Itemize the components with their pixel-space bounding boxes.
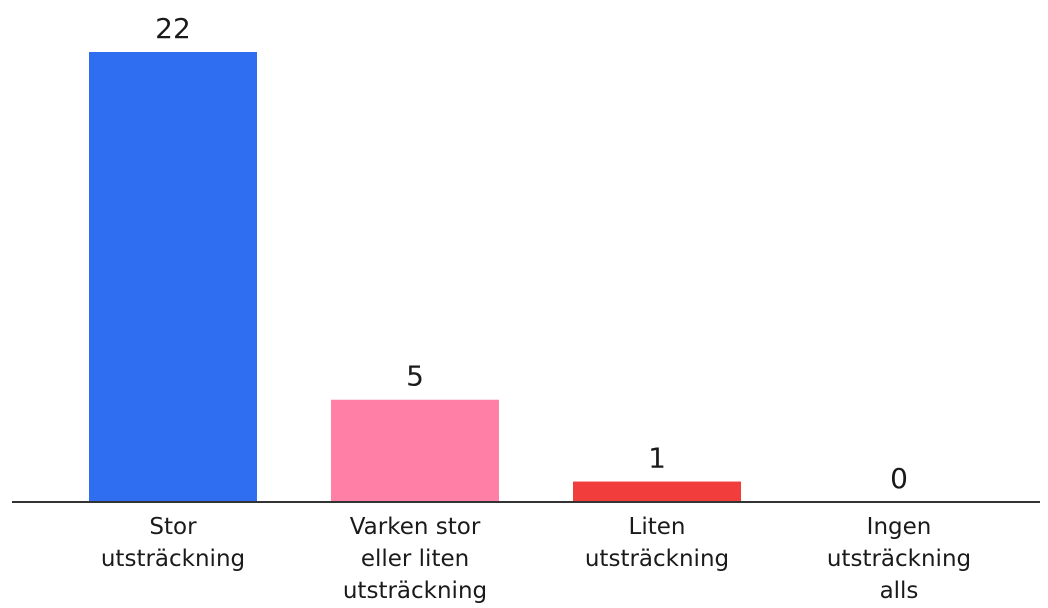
category-label-2-line-3: utsträckning: [343, 578, 487, 604]
data-label-3: 1: [648, 442, 666, 475]
category-label-1-line-2: utsträckning: [101, 546, 245, 572]
category-label-3-line-1: Liten: [629, 514, 686, 540]
category-label-4-line-2: utsträckning: [827, 546, 971, 572]
bar-1: [89, 52, 257, 502]
category-label-4-line-3: alls: [880, 578, 919, 604]
bar-3: [573, 481, 741, 502]
category-label-2-line-1: Varken stor: [350, 514, 481, 540]
data-label-1: 22: [155, 12, 191, 45]
data-label-4: 0: [890, 462, 908, 495]
category-label-4-line-1: Ingen: [867, 514, 932, 540]
bar-2: [331, 399, 499, 502]
category-label-1-line-1: Stor: [149, 514, 197, 540]
data-label-2: 5: [406, 360, 424, 393]
category-label-3-line-2: utsträckning: [585, 546, 729, 572]
category-label-2-line-2: eller liten: [361, 546, 469, 572]
